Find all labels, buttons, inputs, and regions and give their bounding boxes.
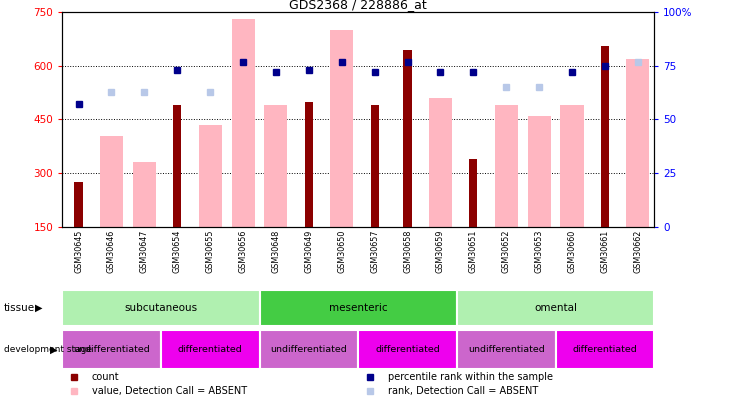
Bar xyxy=(305,102,313,227)
Bar xyxy=(528,116,550,227)
Bar xyxy=(260,290,457,326)
Text: GSM30658: GSM30658 xyxy=(403,230,412,273)
Bar xyxy=(371,105,379,227)
Bar xyxy=(457,330,556,369)
Text: GSM30662: GSM30662 xyxy=(633,230,643,273)
Bar xyxy=(358,330,457,369)
Text: differentiated: differentiated xyxy=(572,345,637,354)
Bar xyxy=(173,105,181,227)
Text: GSM30653: GSM30653 xyxy=(534,230,544,273)
Text: ▶: ▶ xyxy=(35,303,42,313)
Bar xyxy=(601,46,609,227)
Bar xyxy=(556,330,654,369)
Text: count: count xyxy=(92,372,119,382)
Text: percentile rank within the sample: percentile rank within the sample xyxy=(387,372,553,382)
Text: GSM30654: GSM30654 xyxy=(173,230,182,273)
Bar xyxy=(469,159,477,227)
Bar xyxy=(404,50,412,227)
Text: GSM30647: GSM30647 xyxy=(140,230,149,273)
Bar xyxy=(429,98,452,227)
Bar xyxy=(100,136,123,227)
Text: rank, Detection Call = ABSENT: rank, Detection Call = ABSENT xyxy=(387,386,538,396)
Text: GSM30651: GSM30651 xyxy=(469,230,478,273)
Text: GSM30645: GSM30645 xyxy=(74,230,83,273)
Text: undifferentiated: undifferentiated xyxy=(73,345,150,354)
Text: undifferentiated: undifferentiated xyxy=(468,345,545,354)
Bar xyxy=(260,330,358,369)
Bar xyxy=(626,59,649,227)
Title: GDS2368 / 228886_at: GDS2368 / 228886_at xyxy=(289,0,427,11)
Text: mesenteric: mesenteric xyxy=(329,303,387,313)
Text: GSM30648: GSM30648 xyxy=(271,230,281,273)
Bar xyxy=(561,105,583,227)
Text: GSM30661: GSM30661 xyxy=(600,230,610,273)
Text: development stage: development stage xyxy=(4,345,91,354)
Text: undifferentiated: undifferentiated xyxy=(270,345,347,354)
Bar xyxy=(75,182,83,227)
Text: GSM30655: GSM30655 xyxy=(205,230,215,273)
Text: GSM30660: GSM30660 xyxy=(567,230,577,273)
Bar xyxy=(199,125,221,227)
Bar xyxy=(161,330,260,369)
Text: omental: omental xyxy=(534,303,577,313)
Text: differentiated: differentiated xyxy=(178,345,243,354)
Text: GSM30656: GSM30656 xyxy=(238,230,248,273)
Text: GSM30659: GSM30659 xyxy=(436,230,445,273)
Bar xyxy=(232,19,254,227)
Text: GSM30650: GSM30650 xyxy=(337,230,346,273)
Bar xyxy=(62,330,161,369)
Text: subcutaneous: subcutaneous xyxy=(124,303,197,313)
Bar xyxy=(265,105,287,227)
Bar xyxy=(495,105,518,227)
Bar xyxy=(457,290,654,326)
Text: ▶: ▶ xyxy=(50,344,57,354)
Bar xyxy=(133,162,156,227)
Text: tissue: tissue xyxy=(4,303,35,313)
Bar xyxy=(62,290,260,326)
Text: GSM30646: GSM30646 xyxy=(107,230,116,273)
Text: GSM30657: GSM30657 xyxy=(370,230,379,273)
Bar xyxy=(330,30,353,227)
Text: differentiated: differentiated xyxy=(375,345,440,354)
Text: value, Detection Call = ABSENT: value, Detection Call = ABSENT xyxy=(92,386,247,396)
Text: GSM30649: GSM30649 xyxy=(304,230,314,273)
Text: GSM30652: GSM30652 xyxy=(501,230,511,273)
